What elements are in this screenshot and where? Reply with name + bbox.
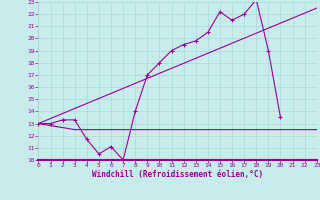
X-axis label: Windchill (Refroidissement éolien,°C): Windchill (Refroidissement éolien,°C) <box>92 170 263 179</box>
